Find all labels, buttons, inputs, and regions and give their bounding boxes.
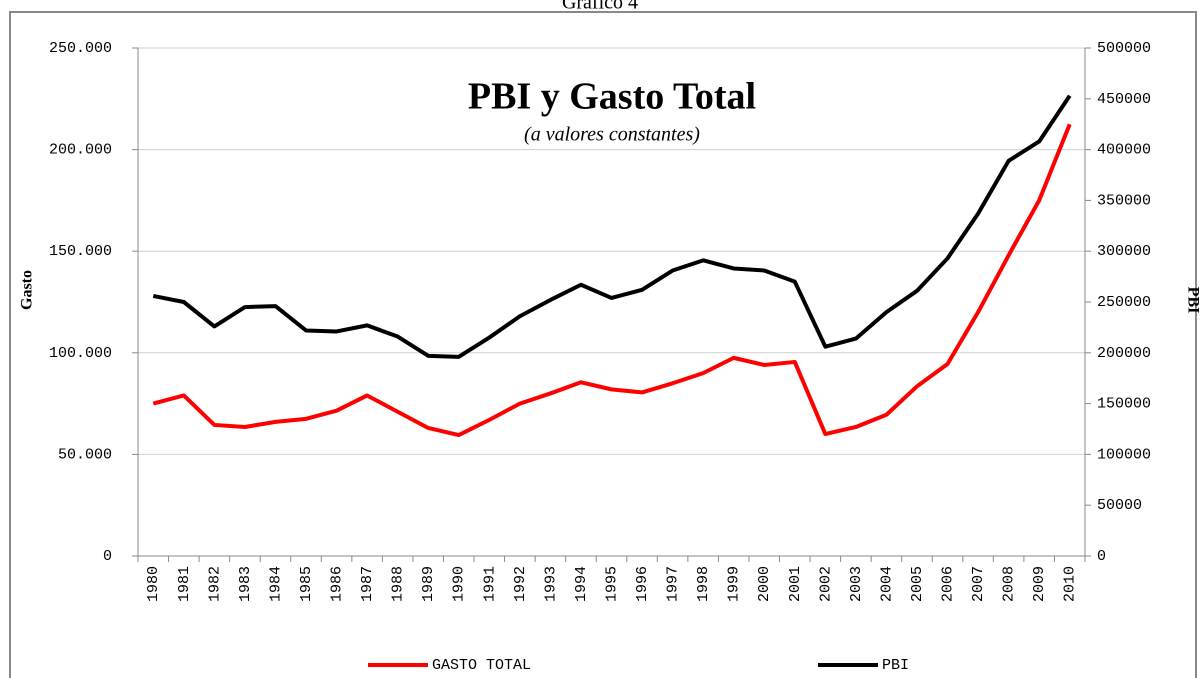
x-tick-label: 1982 — [206, 566, 223, 602]
x-tick-label: 2001 — [787, 566, 804, 602]
data-line — [152, 94, 1072, 359]
chart-header: Gráfico 4 — [562, 0, 638, 14]
y-tick-label: 100.000 — [49, 345, 112, 362]
y2-tick-label: 350000 — [1097, 192, 1151, 209]
chart-frame — [9, 11, 1197, 678]
x-tick-label: 2005 — [909, 566, 926, 602]
x-tick-label: 1994 — [573, 566, 590, 602]
x-tick-label: 1998 — [695, 566, 712, 602]
x-tick-label: 1984 — [267, 566, 284, 602]
x-tick-label: 1990 — [451, 566, 468, 602]
x-tick-label: 1981 — [176, 566, 193, 602]
x-tick-label: 1987 — [359, 566, 376, 602]
y2-tick-label: 200000 — [1097, 345, 1151, 362]
x-tick-label: 1986 — [329, 566, 346, 602]
chart-title: PBI y Gasto Total — [468, 76, 756, 118]
x-tick-label: 1985 — [298, 566, 315, 602]
x-tick-label: 2007 — [970, 566, 987, 602]
x-tick-label: 2009 — [1031, 566, 1048, 602]
y2-tick-label: 450000 — [1097, 91, 1151, 108]
x-tick-label: 1991 — [481, 566, 498, 602]
x-tick-label: 1989 — [420, 566, 437, 602]
y2-tick-label: 400000 — [1097, 142, 1151, 159]
x-tick-label: 2010 — [1062, 566, 1079, 602]
x-tick-label: 1996 — [634, 566, 651, 602]
x-tick-label: 1980 — [145, 566, 162, 602]
y-tick-label: 50.000 — [58, 446, 112, 463]
x-tick-label: 1995 — [603, 566, 620, 602]
y2-tick-label: 100000 — [1097, 446, 1151, 463]
y2-axis-label: PBI — [1184, 287, 1200, 314]
x-tick-label: 1983 — [237, 566, 254, 602]
x-tick-label: 2004 — [878, 566, 895, 602]
y2-tick-label: 50000 — [1097, 497, 1142, 514]
data-line — [152, 123, 1072, 438]
legend-label: PBI — [882, 657, 909, 674]
x-tick-label: 2003 — [848, 566, 865, 602]
y-tick-label: 250.000 — [49, 40, 112, 57]
y2-tick-label: 300000 — [1097, 243, 1151, 260]
y2-tick-label: 150000 — [1097, 396, 1151, 413]
x-tick-label: 1999 — [726, 566, 743, 602]
x-tick-label: 1997 — [665, 566, 682, 602]
chart-subtitle: (a valores constantes) — [524, 124, 700, 146]
x-tick-label: 2008 — [1001, 566, 1018, 602]
y2-tick-label: 250000 — [1097, 294, 1151, 311]
y2-tick-label: 500000 — [1097, 40, 1151, 57]
y-tick-label: 0 — [103, 548, 112, 565]
y-tick-label: 200.000 — [49, 142, 112, 159]
x-tick-label: 2002 — [817, 566, 834, 602]
y-tick-label: 150.000 — [49, 243, 112, 260]
x-tick-label: 2000 — [756, 566, 773, 602]
legend-label: GASTO TOTAL — [432, 657, 531, 674]
x-tick-label: 1993 — [542, 566, 559, 602]
x-tick-label: 1988 — [390, 566, 407, 602]
x-tick-label: 2006 — [940, 566, 957, 602]
y-axis-label: Gasto — [19, 270, 36, 310]
x-tick-label: 1992 — [512, 566, 529, 602]
y2-tick-label: 0 — [1097, 548, 1106, 565]
